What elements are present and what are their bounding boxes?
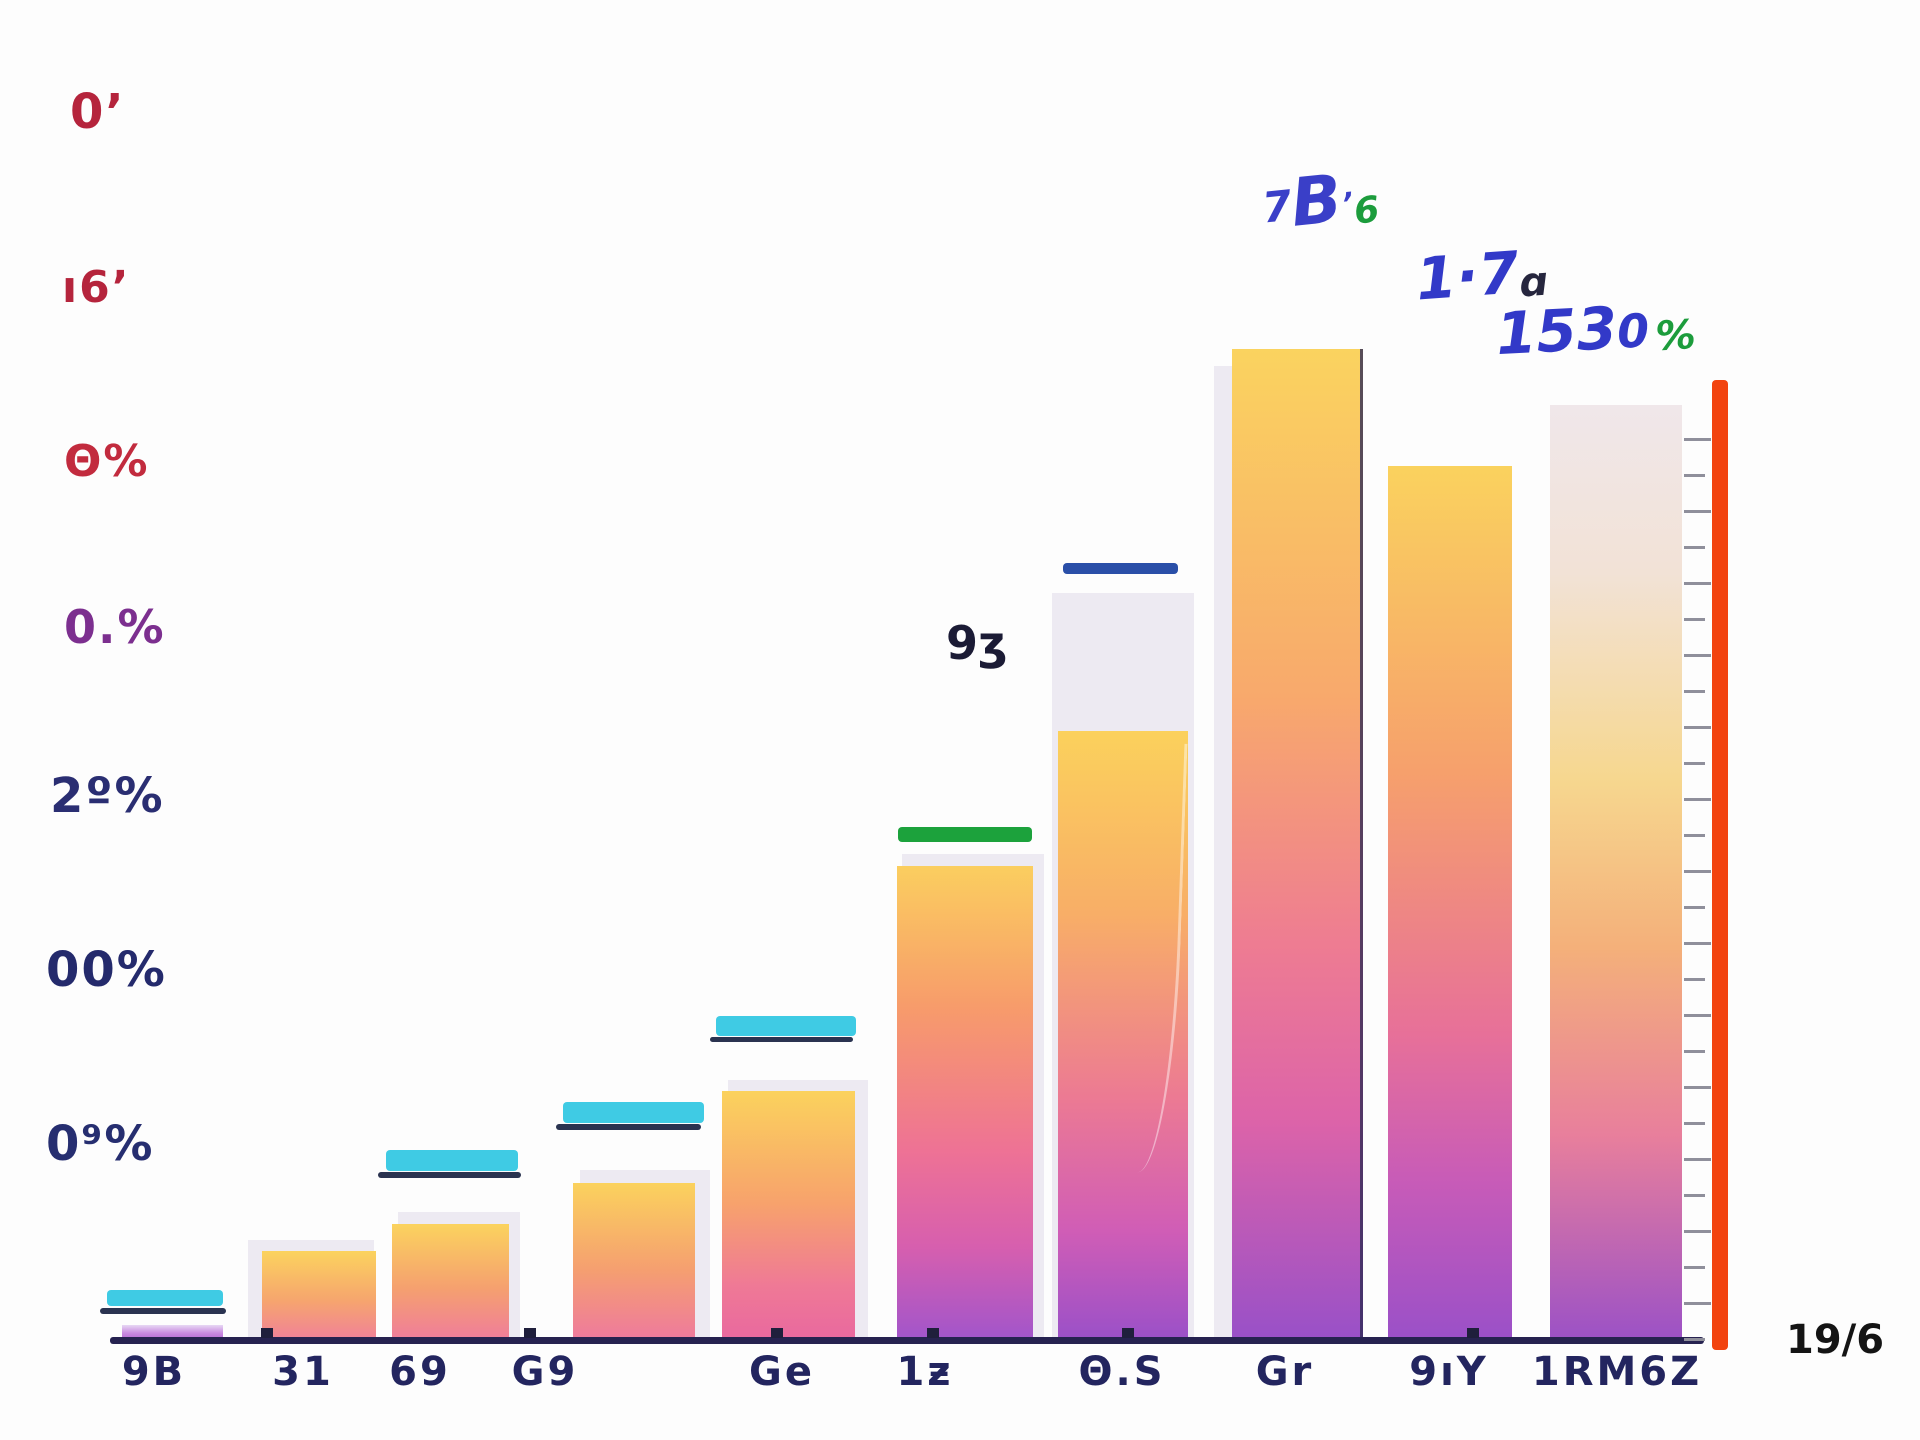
target-marker (898, 827, 1032, 842)
bar (1388, 466, 1512, 1341)
axis-tick-nub (927, 1328, 939, 1338)
target-marker-underline (378, 1172, 521, 1178)
y-axis-label: ı6’ (62, 262, 131, 313)
ruler-tick (1684, 618, 1705, 621)
annotation-7b6: 7B’6 (1259, 159, 1382, 242)
bar (262, 1251, 376, 1341)
ruler-tick (1684, 1122, 1705, 1125)
annotation-7b6-part: 6 (1352, 189, 1382, 233)
ruler-tick (1684, 1014, 1711, 1017)
target-marker-underline (710, 1037, 853, 1042)
x-axis-label: 1ƶ (896, 1349, 954, 1395)
target-marker (386, 1150, 518, 1171)
ruler-tick (1684, 1266, 1705, 1269)
target-marker (1063, 563, 1178, 574)
x-axis-label: 1RM6Z (1531, 1349, 1703, 1395)
ruler-tick (1684, 474, 1705, 477)
annotation-7b6-part: B (1287, 159, 1346, 242)
y-axis-label: 0⁹% (46, 1116, 155, 1172)
x-axis-label: Θ.S (1078, 1349, 1166, 1395)
ruler-tick (1684, 546, 1705, 549)
x-axis-label: 9B (121, 1349, 187, 1395)
ruler-tick (1684, 1338, 1705, 1341)
axis-tick-nub (1467, 1328, 1479, 1338)
annotation-9z: 9ʒ (946, 620, 1007, 666)
ruler-tick (1684, 870, 1711, 873)
ruler-tick (1684, 762, 1705, 765)
ruler-tick (1684, 1050, 1705, 1053)
x-axis-line (110, 1337, 1704, 1344)
target-marker (563, 1102, 704, 1123)
annotation-19-6-part: 19/6 (1786, 1317, 1885, 1363)
annotation-1530pct-part: 0 (1615, 303, 1651, 359)
annotation-1530pct-part: % (1654, 311, 1697, 361)
axis-tick-nub (1122, 1328, 1134, 1338)
bar-right-edge-line (1360, 349, 1363, 1341)
target-marker (716, 1016, 856, 1036)
y-axis-label: Θ% (64, 436, 150, 487)
ruler-tick (1684, 1230, 1711, 1233)
ruler-tick (1684, 690, 1705, 693)
target-marker-underline (556, 1124, 701, 1130)
x-axis-label: G9 (511, 1349, 579, 1395)
ruler-tick (1684, 510, 1711, 513)
bar (392, 1224, 509, 1341)
y-axis-label: 0’ (70, 84, 126, 140)
ruler-tick (1684, 906, 1705, 909)
bar (897, 866, 1033, 1341)
y-axis-label: 0.% (64, 600, 166, 654)
ruler-tick (1684, 1302, 1711, 1305)
highlight-curve-artifact (1133, 742, 1188, 1174)
x-axis-label: Ge (749, 1349, 815, 1395)
annotation-9z-part: 9ʒ (946, 616, 1008, 670)
annotation-1530pct: 1530 % (1494, 293, 1697, 369)
red-axis-line (1712, 380, 1728, 1350)
ruler-tick (1684, 726, 1711, 729)
annotation-1530pct-part: 153 (1494, 293, 1619, 369)
x-axis-label: Gr (1255, 1349, 1315, 1395)
ruler-tick (1684, 1086, 1711, 1089)
annotation-19-6: 19/6 (1786, 1320, 1884, 1360)
ruler-tick (1684, 1194, 1705, 1197)
axis-tick-nub (261, 1328, 273, 1338)
y-axis-label: 00% (46, 942, 167, 998)
ruler-tick (1684, 654, 1711, 657)
ruler-tick (1684, 1158, 1711, 1161)
ruler-tick (1684, 582, 1711, 585)
target-marker-underline (100, 1308, 226, 1314)
ruler-tick (1684, 942, 1711, 945)
x-axis-label: 69 (389, 1349, 451, 1395)
bar (722, 1091, 855, 1341)
x-axis-label: 9ıY (1409, 1349, 1489, 1395)
axis-tick-nub (771, 1328, 783, 1338)
ruler-tick (1684, 834, 1705, 837)
ruler-tick (1684, 798, 1711, 801)
target-marker (107, 1290, 223, 1306)
bar (1232, 349, 1363, 1341)
axis-tick-nub (524, 1328, 536, 1338)
bar (1058, 731, 1188, 1341)
x-axis-label: 31 (272, 1349, 334, 1395)
ruler-tick (1684, 438, 1711, 441)
y-axis-label: 2º% (50, 768, 165, 824)
bar (1550, 405, 1682, 1341)
ruler-tick (1684, 978, 1705, 981)
bar (573, 1183, 695, 1341)
